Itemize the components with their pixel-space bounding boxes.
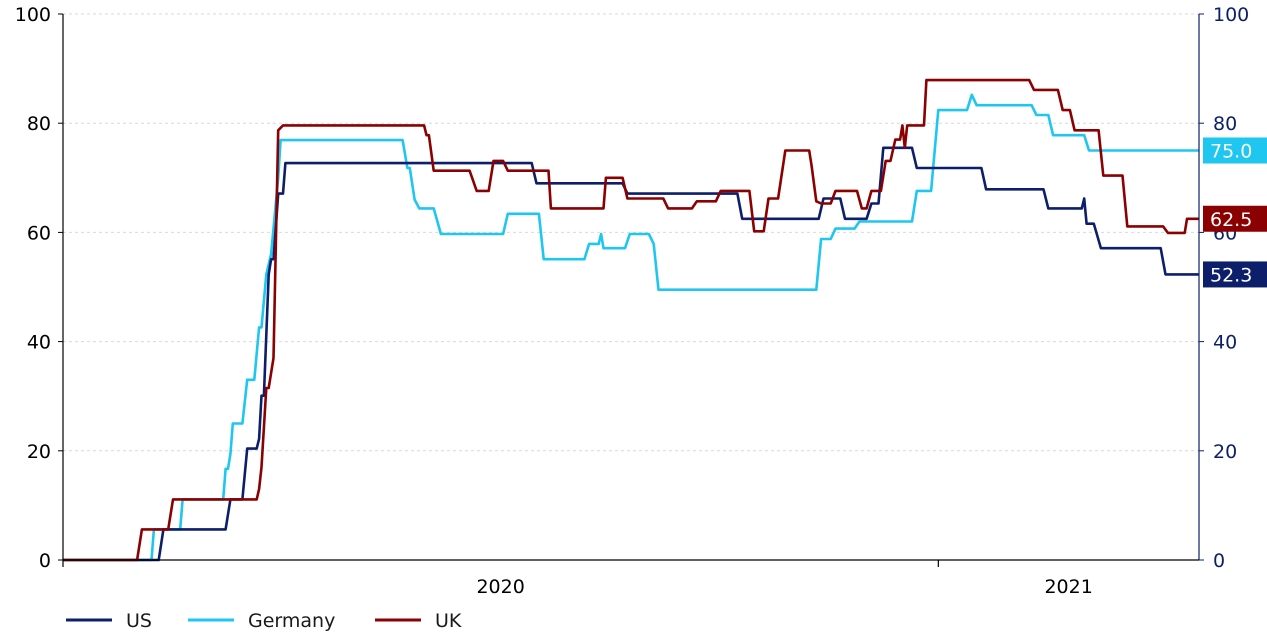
end-value-labels: 52.3 75.0 62.5: [1203, 137, 1267, 288]
end-label-box-us: [1203, 261, 1267, 288]
legend-label-us: US: [126, 610, 152, 632]
legend-label-germany: Germany: [248, 610, 335, 632]
end-label-box-uk: [1203, 205, 1267, 232]
right-y-tick-label: 0: [1213, 550, 1225, 572]
end-label-germany: 75.0: [1210, 141, 1252, 163]
legend: US Germany UK: [66, 610, 462, 632]
series-line-uk: [63, 78, 1199, 562]
end-label-box-germany: [1203, 137, 1267, 164]
left-y-tick-label: 80: [27, 113, 51, 135]
x-tick-label: 2021: [1044, 576, 1092, 598]
left-y-tick-label: 60: [27, 222, 51, 244]
end-label-us: 52.3: [1210, 264, 1252, 286]
axes: [62, 14, 1200, 561]
series-line-germany: [63, 93, 1199, 562]
right-y-tick-label: 40: [1213, 332, 1237, 354]
left-y-tick-label: 100: [15, 4, 51, 26]
left-y-tick-label: 20: [27, 441, 51, 463]
right-y-tick-label: 80: [1213, 113, 1237, 135]
x-axis-ticks: 2020 2021: [62, 560, 1093, 598]
left-y-tick-label: 40: [27, 332, 51, 354]
series-line-us: [63, 146, 1199, 562]
left-y-axis-ticks: 0 20 40 60 80 100: [15, 4, 63, 572]
end-label-uk: 62.5: [1210, 209, 1252, 231]
right-y-tick-label: 20: [1213, 441, 1237, 463]
series-lines: [63, 78, 1199, 562]
right-y-tick-label: 100: [1213, 4, 1249, 26]
x-tick-label: 2020: [476, 576, 524, 598]
left-y-tick-label: 0: [39, 550, 51, 572]
legend-label-uk: UK: [435, 610, 462, 632]
